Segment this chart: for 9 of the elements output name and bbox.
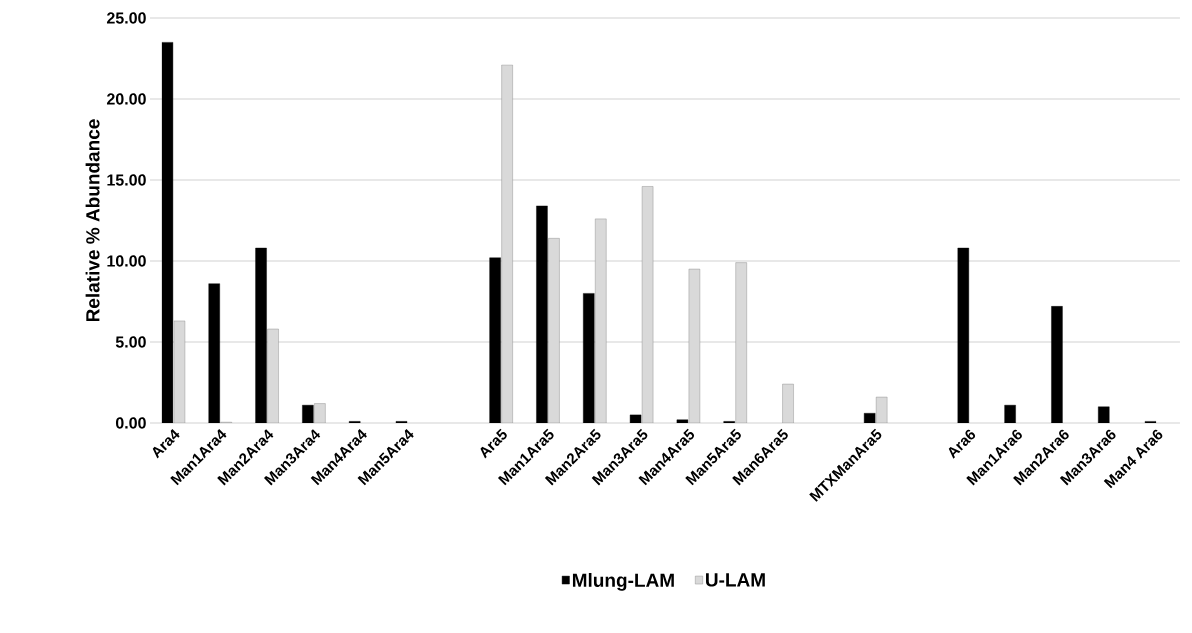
- y-tick-label: 10.00: [107, 255, 146, 267]
- y-tick-label: 5.00: [115, 336, 146, 348]
- y-tick-label: 15.00: [107, 174, 146, 186]
- y-tick-label: 25.00: [106, 12, 146, 24]
- y-tick-label: 0.00: [115, 417, 146, 429]
- legend-label: Mlung-LAM: [572, 573, 674, 591]
- y-axis-title: Relative % Abundance: [85, 119, 100, 322]
- legend-label: U-LAM: [706, 573, 765, 587]
- y-tick-label: 20.00: [106, 93, 146, 105]
